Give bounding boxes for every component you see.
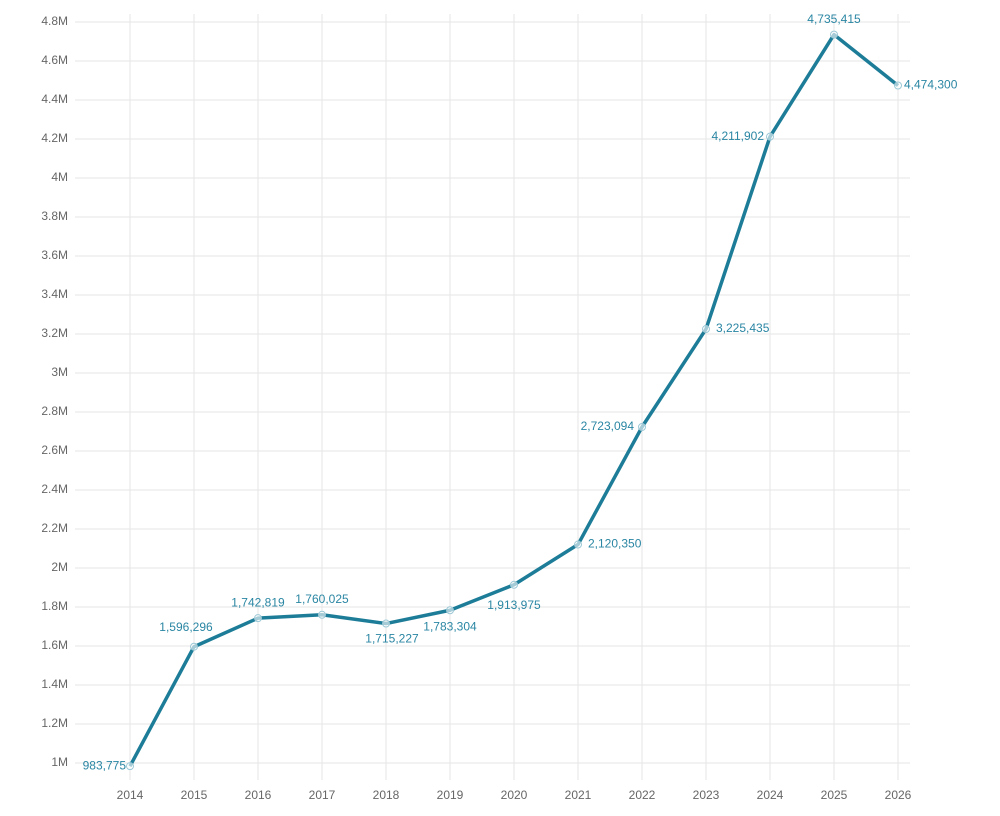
data-point (254, 614, 262, 623)
x-tick-label: 2022 (629, 788, 656, 802)
data-label: 1,913,975 (487, 598, 541, 612)
data-point (318, 610, 326, 619)
data-label: 4,211,902 (712, 129, 765, 143)
data-label: 4,735,415 (807, 12, 861, 26)
y-tick-label: 2.4M (41, 482, 68, 496)
x-tick-label: 2015 (181, 788, 208, 802)
data-label: 1,742,819 (231, 595, 285, 609)
data-point (190, 642, 198, 651)
data-label: 3,225,435 (716, 321, 770, 335)
x-tick-label: 2024 (757, 788, 784, 802)
y-tick-label: 4M (51, 170, 68, 184)
y-tick-label: 4.2M (41, 131, 68, 145)
y-tick-label: 2.8M (41, 404, 68, 418)
data-label: 1,783,304 (423, 619, 477, 633)
x-tick-label: 2020 (501, 788, 528, 802)
y-tick-label: 2.2M (41, 521, 68, 535)
x-tick-label: 2017 (309, 788, 336, 802)
x-tick-label: 2023 (693, 788, 720, 802)
y-tick-label: 1.2M (41, 716, 68, 730)
y-tick-label: 4.4M (41, 92, 68, 106)
y-tick-label: 1M (51, 755, 68, 769)
y-tick-label: 4.6M (41, 53, 68, 67)
data-point (830, 30, 838, 39)
y-tick-label: 3.8M (41, 209, 68, 223)
data-point (382, 619, 390, 628)
x-tick-label: 2026 (885, 788, 912, 802)
data-label: 983,775 (83, 758, 127, 772)
data-label: 1,760,025 (295, 592, 349, 606)
data-label: 4,474,300 (904, 78, 958, 92)
data-point (638, 422, 646, 431)
y-tick-label: 1.6M (41, 638, 68, 652)
data-point (894, 81, 902, 90)
y-tick-label: 3.2M (41, 326, 68, 340)
y-tick-label: 3M (51, 365, 68, 379)
y-tick-label: 3.4M (41, 287, 68, 301)
y-tick-label: 1.8M (41, 599, 68, 613)
x-tick-label: 2018 (373, 788, 400, 802)
data-point (702, 325, 710, 334)
x-tick-label: 2025 (821, 788, 848, 802)
data-point (446, 606, 454, 615)
data-label: 2,723,094 (581, 419, 635, 433)
y-tick-label: 3.6M (41, 248, 68, 262)
x-tick-label: 2016 (245, 788, 272, 802)
y-tick-label: 4.8M (41, 14, 68, 28)
y-tick-label: 2M (51, 560, 68, 574)
x-tick-label: 2014 (117, 788, 144, 802)
y-tick-label: 2.6M (41, 443, 68, 457)
data-label: 2,120,350 (588, 537, 642, 551)
data-point (574, 540, 582, 549)
x-tick-label: 2019 (437, 788, 464, 802)
data-point (126, 762, 134, 771)
data-point (766, 132, 774, 141)
data-label: 1,715,227 (365, 632, 419, 646)
y-tick-label: 1.4M (41, 677, 68, 691)
x-tick-label: 2021 (565, 788, 592, 802)
data-label: 1,596,296 (159, 620, 213, 634)
data-point (510, 580, 518, 589)
